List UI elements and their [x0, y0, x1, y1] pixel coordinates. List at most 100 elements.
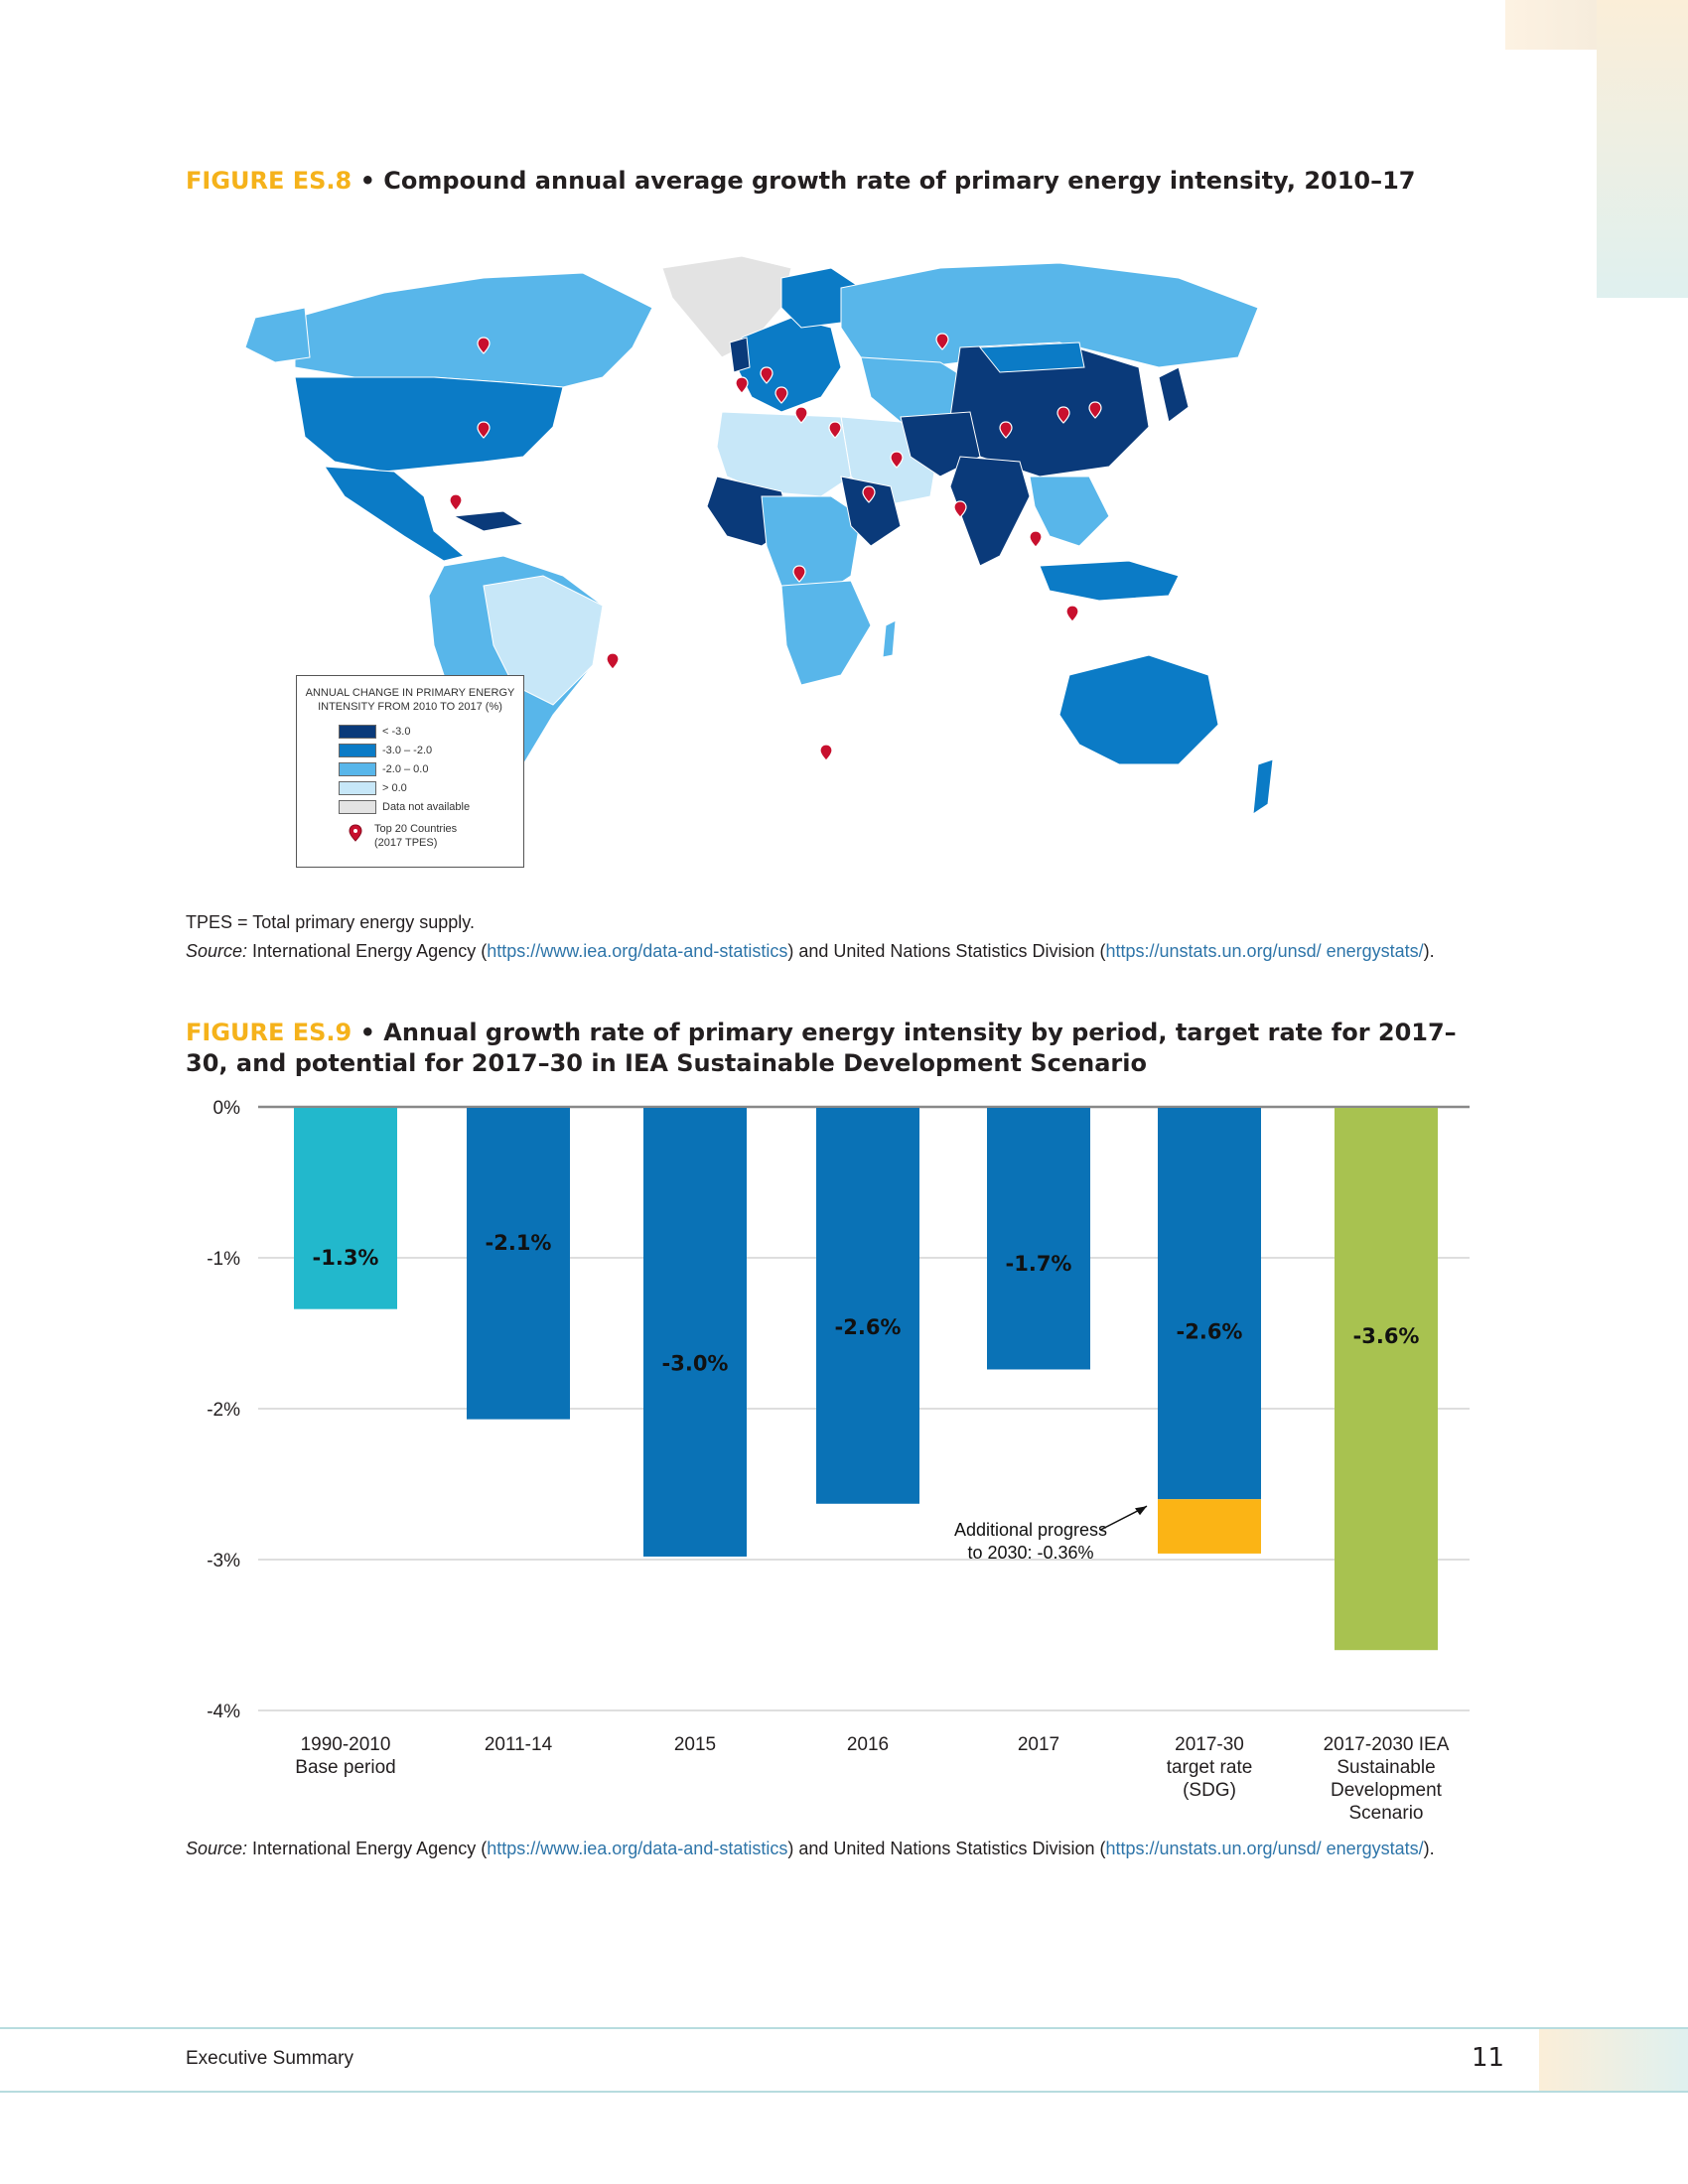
bar: [816, 1108, 919, 1504]
map-pin-icon: [1088, 401, 1102, 419]
data-label: -2.6%: [1177, 1319, 1243, 1343]
map-pin-icon: [349, 824, 362, 842]
bar: [1335, 1108, 1438, 1651]
x-tick-label: Scenario: [1349, 1803, 1424, 1824]
data-label: -2.6%: [835, 1315, 902, 1339]
x-tick-label: Sustainable: [1336, 1757, 1435, 1778]
x-tick-label: 2015: [674, 1734, 716, 1755]
x-tick-label: 2017: [1018, 1734, 1059, 1755]
bar: [1158, 1108, 1261, 1500]
map-pin-icon: [953, 500, 967, 518]
tpes-note: TPES = Total primary energy supply.: [186, 912, 475, 932]
data-label: -2.1%: [486, 1231, 552, 1255]
map-region-north-africa: [716, 411, 852, 497]
map-pin-icon: [890, 451, 904, 469]
map-region-caribbean: [452, 510, 525, 532]
figure-es9-title: FIGURE ES.9 • Annual growth rate of prim…: [186, 1018, 1496, 1079]
map-pin-icon: [792, 565, 806, 583]
map-region-alaska: [244, 307, 311, 363]
map-region-indonesia: [1039, 560, 1180, 602]
map-pin-icon: [935, 333, 949, 350]
y-tick-label: 0%: [213, 1098, 241, 1119]
bar: [467, 1108, 570, 1420]
page-number: 11: [1472, 2043, 1505, 2073]
corner-decoration: [1505, 0, 1597, 50]
source-link-unsd[interactable]: https://unstats.un.org/unsd/ energystats…: [1105, 941, 1424, 961]
data-label: -1.7%: [1006, 1252, 1072, 1276]
bar-additional-progress: [1158, 1499, 1261, 1554]
map-region-brazil: [483, 575, 604, 706]
map-pin-icon: [1029, 530, 1043, 548]
map-region-india: [949, 456, 1031, 567]
legend-swatch: [339, 799, 376, 814]
x-tick-label: 2017-2030 IEA: [1324, 1734, 1450, 1755]
map-pin-icon: [862, 485, 876, 503]
world-map-svg: [244, 255, 1274, 845]
map-pin-icon: [449, 493, 463, 511]
legend-swatch: [339, 724, 376, 739]
footer-section-title: Executive Summary: [186, 2048, 353, 2069]
x-tick-label: 2017-30: [1175, 1734, 1244, 1755]
annotation-line2: to 2030: -0.36%: [967, 1543, 1093, 1563]
map-pin-icon: [477, 421, 491, 439]
figure-es8-label: FIGURE ES.8: [186, 167, 352, 195]
top20-pins: [449, 333, 1102, 761]
legend-title: ANNUAL CHANGE IN PRIMARY ENERGY INTENSIT…: [305, 687, 515, 713]
source-link-iea[interactable]: https://www.iea.org/data-and-statistics: [487, 941, 788, 961]
legend-item: > 0.0: [339, 778, 523, 797]
source-link-iea[interactable]: https://www.iea.org/data-and-statistics: [487, 1839, 788, 1858]
x-tick-label: (SDG): [1183, 1780, 1236, 1801]
map-pin-icon: [1056, 406, 1070, 424]
annotation-arrowhead: [1135, 1506, 1147, 1516]
map-region-southern-africa: [780, 580, 872, 686]
map-region-canada: [294, 272, 653, 388]
legend-item: Data not available: [339, 797, 523, 816]
map-pin-icon: [606, 652, 620, 670]
footer-divider-top: [0, 2027, 1688, 2029]
map-region-japan: [1158, 366, 1190, 423]
map-pin-icon: [999, 421, 1013, 439]
x-tick-label: 2011-14: [485, 1734, 553, 1755]
bar: [643, 1108, 747, 1557]
map-pin-icon: [828, 421, 842, 439]
figure-es8-caption: • Compound annual average growth rate of…: [352, 167, 1416, 195]
x-tick-label: 1990-2010: [301, 1734, 391, 1755]
data-label: -1.3%: [313, 1246, 379, 1270]
y-tick-label: -4%: [207, 1702, 240, 1722]
bar: [987, 1108, 1090, 1370]
x-tick-label: Base period: [295, 1757, 395, 1778]
corner-tab-decoration: [1597, 0, 1688, 298]
map-pin-icon: [735, 376, 749, 394]
annotation-line1: Additional progress: [954, 1520, 1107, 1540]
legend-swatch: [339, 761, 376, 776]
map-pin-icon: [760, 366, 774, 384]
map-region-madagascar: [882, 619, 897, 658]
map-region-australia: [1058, 654, 1219, 765]
legend-item: < -3.0: [339, 722, 523, 741]
legend-swatch: [339, 743, 376, 757]
map-region-new-zealand: [1252, 758, 1274, 816]
map-pin-icon: [1065, 605, 1079, 622]
legend-pin-item: Top 20 Countries (2017 TPES): [349, 822, 523, 850]
map-pin-icon: [774, 386, 788, 404]
map-region-mexico: [324, 466, 466, 562]
x-tick-label: Development: [1331, 1780, 1443, 1801]
map-region-usa: [294, 376, 564, 473]
map-legend: ANNUAL CHANGE IN PRIMARY ENERGY INTENSIT…: [296, 675, 524, 868]
map-region-southeast-asia: [1029, 476, 1110, 547]
x-tick-label: 2016: [847, 1734, 889, 1755]
world-map: [186, 248, 1427, 884]
source-link-unsd[interactable]: https://unstats.un.org/unsd/ energystats…: [1105, 1839, 1424, 1858]
data-label: -3.6%: [1353, 1324, 1420, 1348]
figure-es9-caption: • Annual growth rate of primary energy i…: [186, 1019, 1457, 1077]
legend-item: -3.0 – -2.0: [339, 741, 523, 759]
map-region-uk: [729, 337, 751, 373]
map-region-east-africa: [840, 476, 902, 547]
figure-es9-source: Source: International Energy Agency (htt…: [186, 1839, 1435, 1858]
map-pin-icon: [477, 337, 491, 354]
y-tick-label: -2%: [207, 1400, 240, 1421]
footer-decoration: [1539, 2029, 1688, 2091]
legend-item: -2.0 – 0.0: [339, 759, 523, 778]
footer-divider-bottom: [0, 2091, 1688, 2093]
